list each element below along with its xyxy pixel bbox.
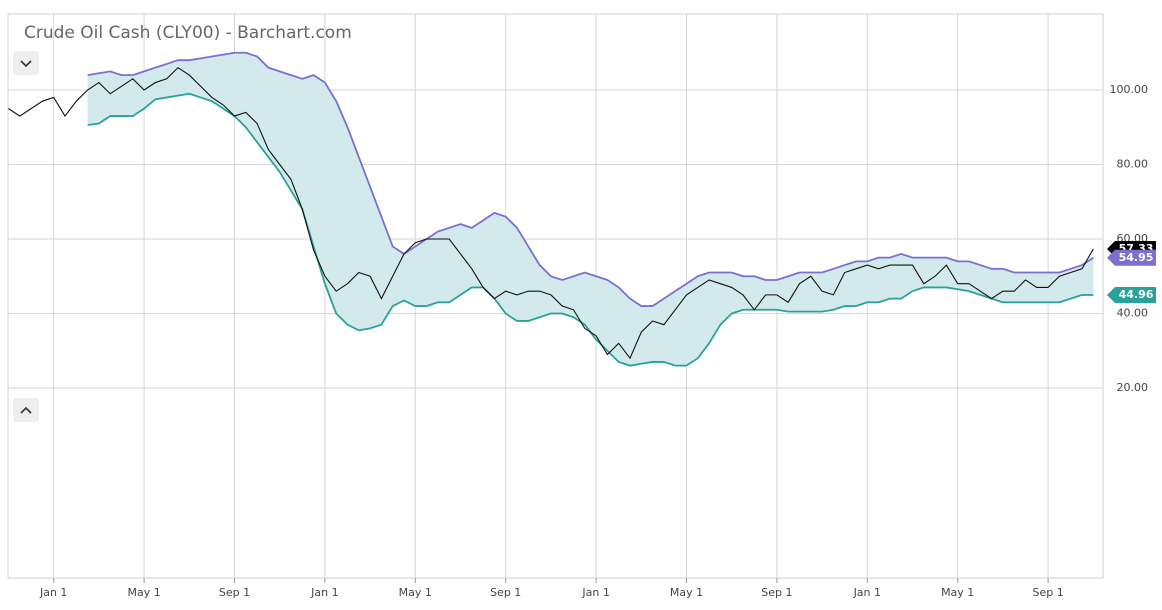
x-tick-label: Sep 1: [219, 586, 250, 599]
y-tick-label: 40.00: [1117, 307, 1149, 320]
band-fill: [87, 52, 1094, 366]
x-tick-label: May 1: [127, 586, 160, 599]
x-tick-label: Sep 1: [1032, 586, 1063, 599]
price-tag: [1107, 287, 1156, 304]
series-line: [87, 51, 1094, 307]
x-tick-label: Sep 1: [761, 586, 792, 599]
x-tick-label: Jan 1: [581, 586, 609, 599]
expand-button[interactable]: [13, 398, 39, 422]
collapse-button[interactable]: [13, 51, 39, 75]
y-tick-label: 100.00: [1110, 83, 1149, 96]
chart-title: Crude Oil Cash (CLY00) - Barchart.com: [24, 23, 352, 43]
price-tag-label: 54.95: [1119, 251, 1154, 264]
series-line: [8, 66, 1094, 360]
price-tag-label: 44.96: [1119, 288, 1154, 301]
x-tick-label: May 1: [399, 586, 432, 599]
x-tick-label: May 1: [670, 586, 703, 599]
x-tick-label: Jan 1: [39, 586, 67, 599]
x-tick-label: Sep 1: [490, 586, 521, 599]
chevron-icon[interactable]: [20, 60, 32, 68]
y-tick-label: 80.00: [1117, 158, 1149, 171]
button-bg[interactable]: [13, 398, 39, 422]
price-tag: [1107, 249, 1156, 266]
chevron-icon[interactable]: [20, 406, 32, 414]
x-tick-label: May 1: [941, 586, 974, 599]
y-tick-label: 20.00: [1117, 381, 1149, 394]
x-tick-label: Jan 1: [310, 586, 338, 599]
x-tick-label: Jan 1: [853, 586, 881, 599]
button-bg[interactable]: [13, 51, 39, 75]
